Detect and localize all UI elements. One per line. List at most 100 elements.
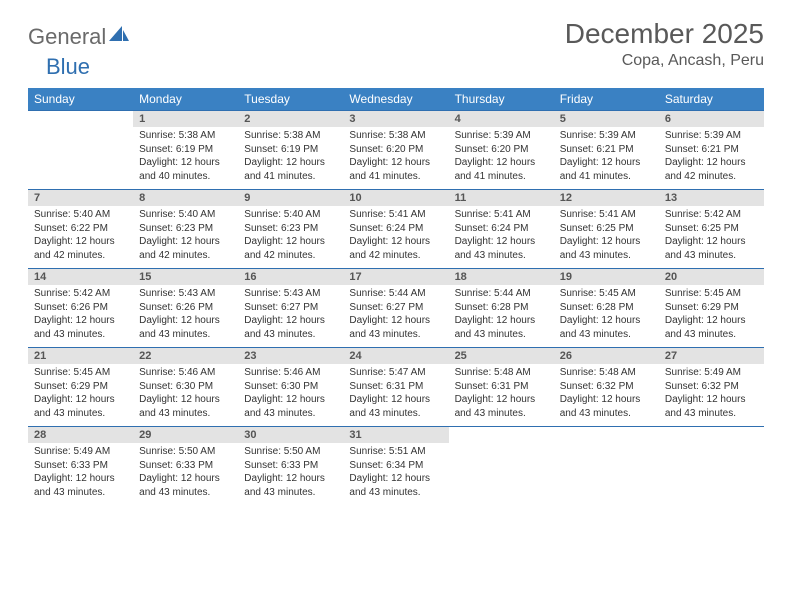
sunset-line: Sunset: 6:20 PM [349,143,442,157]
day-number: 7 [28,190,133,206]
sunset-line: Sunset: 6:33 PM [244,459,337,473]
sunrise-line: Sunrise: 5:46 AM [244,366,337,380]
sunrise-line: Sunrise: 5:44 AM [349,287,442,301]
day-number: 9 [238,190,343,206]
daylight-line: Daylight: 12 hours and 43 minutes. [139,314,232,341]
sunrise-line: Sunrise: 5:43 AM [244,287,337,301]
sunrise-line: Sunrise: 5:50 AM [139,445,232,459]
daylight-line: Daylight: 12 hours and 43 minutes. [244,393,337,420]
calendar-cell: . [554,427,659,506]
sunset-line: Sunset: 6:32 PM [665,380,758,394]
day-number: 24 [343,348,448,364]
sunrise-line: Sunrise: 5:40 AM [244,208,337,222]
daylight-line: Daylight: 12 hours and 43 minutes. [455,393,548,420]
sunset-line: Sunset: 6:28 PM [455,301,548,315]
calendar-cell: 12Sunrise: 5:41 AMSunset: 6:25 PMDayligh… [554,190,659,269]
sunset-line: Sunset: 6:33 PM [34,459,127,473]
sunrise-line: Sunrise: 5:39 AM [560,129,653,143]
sunset-line: Sunset: 6:27 PM [244,301,337,315]
sunset-line: Sunset: 6:20 PM [455,143,548,157]
day-details: Sunrise: 5:42 AMSunset: 6:25 PMDaylight:… [659,206,764,268]
day-number: 27 [659,348,764,364]
day-number: 30 [238,427,343,443]
day-number: 1 [133,111,238,127]
calendar-cell: 11Sunrise: 5:41 AMSunset: 6:24 PMDayligh… [449,190,554,269]
sunset-line: Sunset: 6:24 PM [349,222,442,236]
calendar-cell: 21Sunrise: 5:45 AMSunset: 6:29 PMDayligh… [28,348,133,427]
day-number: 12 [554,190,659,206]
calendar-cell: 29Sunrise: 5:50 AMSunset: 6:33 PMDayligh… [133,427,238,506]
daylight-line: Daylight: 12 hours and 41 minutes. [560,156,653,183]
daylight-line: Daylight: 12 hours and 43 minutes. [139,393,232,420]
day-details: Sunrise: 5:44 AMSunset: 6:28 PMDaylight:… [449,285,554,347]
sunrise-line: Sunrise: 5:44 AM [455,287,548,301]
sunset-line: Sunset: 6:31 PM [349,380,442,394]
sunrise-line: Sunrise: 5:43 AM [139,287,232,301]
calendar-cell: 25Sunrise: 5:48 AMSunset: 6:31 PMDayligh… [449,348,554,427]
daylight-line: Daylight: 12 hours and 43 minutes. [560,393,653,420]
calendar-cell: 27Sunrise: 5:49 AMSunset: 6:32 PMDayligh… [659,348,764,427]
day-details: Sunrise: 5:43 AMSunset: 6:26 PMDaylight:… [133,285,238,347]
daylight-line: Daylight: 12 hours and 43 minutes. [349,314,442,341]
day-details: Sunrise: 5:41 AMSunset: 6:24 PMDaylight:… [343,206,448,268]
day-details: Sunrise: 5:46 AMSunset: 6:30 PMDaylight:… [238,364,343,426]
day-number: 29 [133,427,238,443]
daylight-line: Daylight: 12 hours and 42 minutes. [665,156,758,183]
daylight-line: Daylight: 12 hours and 43 minutes. [34,314,127,341]
sunrise-line: Sunrise: 5:38 AM [349,129,442,143]
day-details: Sunrise: 5:38 AMSunset: 6:19 PMDaylight:… [133,127,238,189]
calendar-week-row: 14Sunrise: 5:42 AMSunset: 6:26 PMDayligh… [28,269,764,348]
day-number: 14 [28,269,133,285]
sunrise-line: Sunrise: 5:45 AM [34,366,127,380]
sunrise-line: Sunrise: 5:45 AM [560,287,653,301]
day-details: Sunrise: 5:41 AMSunset: 6:24 PMDaylight:… [449,206,554,268]
sunrise-line: Sunrise: 5:40 AM [139,208,232,222]
daylight-line: Daylight: 12 hours and 42 minutes. [139,235,232,262]
sunrise-line: Sunrise: 5:48 AM [560,366,653,380]
calendar-week-row: 21Sunrise: 5:45 AMSunset: 6:29 PMDayligh… [28,348,764,427]
calendar-cell: 6Sunrise: 5:39 AMSunset: 6:21 PMDaylight… [659,111,764,190]
day-number: 2 [238,111,343,127]
day-details: Sunrise: 5:40 AMSunset: 6:22 PMDaylight:… [28,206,133,268]
sunrise-line: Sunrise: 5:40 AM [34,208,127,222]
day-number: 31 [343,427,448,443]
sunset-line: Sunset: 6:28 PM [560,301,653,315]
sunrise-line: Sunrise: 5:45 AM [665,287,758,301]
calendar-cell: 28Sunrise: 5:49 AMSunset: 6:33 PMDayligh… [28,427,133,506]
daylight-line: Daylight: 12 hours and 40 minutes. [139,156,232,183]
sunset-line: Sunset: 6:34 PM [349,459,442,473]
daylight-line: Daylight: 12 hours and 43 minutes. [665,235,758,262]
sunrise-line: Sunrise: 5:50 AM [244,445,337,459]
day-number: 18 [449,269,554,285]
sunset-line: Sunset: 6:30 PM [139,380,232,394]
day-details: Sunrise: 5:41 AMSunset: 6:25 PMDaylight:… [554,206,659,268]
calendar-page: General December 2025 Copa, Ancash, Peru… [0,0,792,515]
calendar-cell: . [28,111,133,190]
daylight-line: Daylight: 12 hours and 43 minutes. [560,314,653,341]
day-details: Sunrise: 5:47 AMSunset: 6:31 PMDaylight:… [343,364,448,426]
month-title: December 2025 [565,18,764,50]
calendar-cell: 15Sunrise: 5:43 AMSunset: 6:26 PMDayligh… [133,269,238,348]
sunset-line: Sunset: 6:23 PM [139,222,232,236]
day-details: Sunrise: 5:38 AMSunset: 6:20 PMDaylight:… [343,127,448,189]
day-details: Sunrise: 5:40 AMSunset: 6:23 PMDaylight:… [238,206,343,268]
brand-text-1: General [28,24,106,50]
calendar-table: Sunday Monday Tuesday Wednesday Thursday… [28,88,764,505]
day-details: Sunrise: 5:39 AMSunset: 6:21 PMDaylight:… [554,127,659,189]
calendar-cell: 26Sunrise: 5:48 AMSunset: 6:32 PMDayligh… [554,348,659,427]
daylight-line: Daylight: 12 hours and 43 minutes. [455,314,548,341]
daylight-line: Daylight: 12 hours and 42 minutes. [34,235,127,262]
daylight-line: Daylight: 12 hours and 41 minutes. [244,156,337,183]
calendar-cell: 19Sunrise: 5:45 AMSunset: 6:28 PMDayligh… [554,269,659,348]
weekday-header-row: Sunday Monday Tuesday Wednesday Thursday… [28,88,764,111]
day-number: 10 [343,190,448,206]
calendar-cell: 24Sunrise: 5:47 AMSunset: 6:31 PMDayligh… [343,348,448,427]
day-details: Sunrise: 5:48 AMSunset: 6:31 PMDaylight:… [449,364,554,426]
daylight-line: Daylight: 12 hours and 43 minutes. [349,393,442,420]
brand-sail-icon [109,26,129,49]
daylight-line: Daylight: 12 hours and 43 minutes. [34,393,127,420]
day-details: Sunrise: 5:45 AMSunset: 6:29 PMDaylight:… [28,364,133,426]
sunset-line: Sunset: 6:32 PM [560,380,653,394]
day-details: Sunrise: 5:48 AMSunset: 6:32 PMDaylight:… [554,364,659,426]
day-number: 6 [659,111,764,127]
